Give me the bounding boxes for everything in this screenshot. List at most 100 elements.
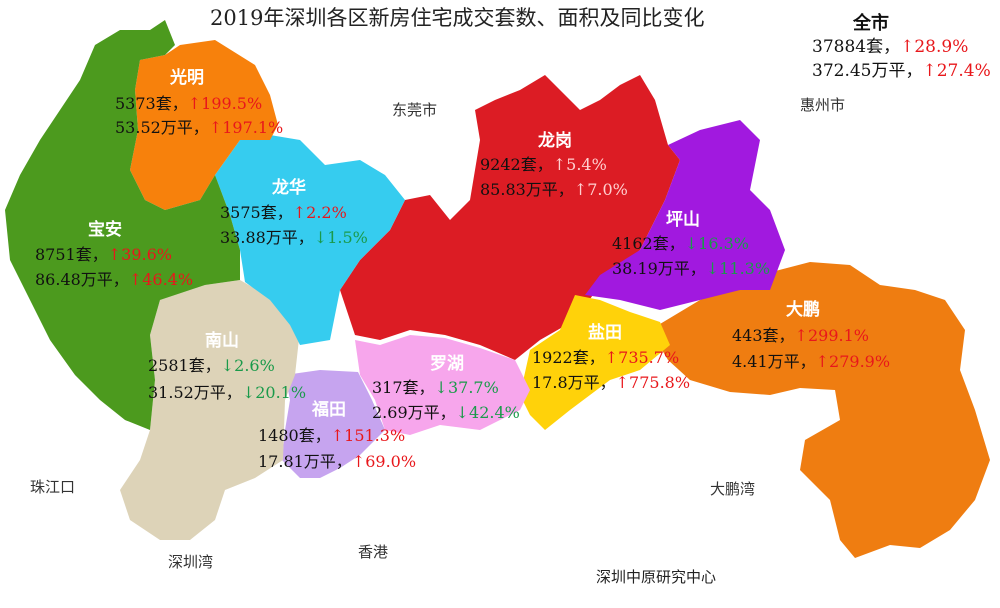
district-nanshan: [120, 280, 300, 540]
longhua-area-arrow: ↓: [313, 228, 328, 247]
place-zhujiangkou: 珠江口: [30, 478, 76, 496]
district-label-futian: 福田: [312, 400, 346, 420]
district-longhua: [215, 135, 405, 345]
longgang-units-value: 9242套，: [480, 155, 553, 174]
district-luohu: [355, 335, 530, 435]
pingshan-units-arrow: ↓: [684, 234, 699, 253]
baoan-units: 8751套，↑39.6%: [35, 247, 172, 263]
place-dapengwan: 大鹏湾: [710, 480, 756, 498]
yantian-area-value: 17.8万平，: [532, 373, 616, 392]
district-label-luohu: 罗湖: [430, 354, 464, 374]
baoan-units-value: 8751套，: [35, 245, 108, 264]
yantian-area-arrow: ↑: [615, 373, 630, 392]
district-futian: [282, 370, 385, 478]
pingshan-units-value: 4162套，: [612, 234, 685, 253]
pingshan-area: 38.19万平，↓11.3%: [612, 261, 770, 277]
baoan-units-change: 39.6%: [121, 245, 172, 264]
nanshan-area-arrow: ↓: [241, 383, 256, 402]
overall-area: 372.45万平，↑27.4%: [812, 63, 991, 80]
longgang-area-change: 7.0%: [587, 180, 628, 199]
baoan-area-value: 86.48万平，: [35, 270, 129, 289]
baoan-units-arrow: ↑: [107, 245, 122, 264]
nanshan-area-value: 31.52万平，: [148, 383, 242, 402]
luohu-units-arrow: ↓: [434, 378, 448, 397]
district-dapeng: [650, 262, 990, 558]
district-guangming: [130, 40, 278, 210]
baoan-area-change: 46.4%: [142, 270, 194, 289]
longhua-area-value: 33.88万平，: [220, 228, 314, 247]
district-label-longhua: 龙华: [272, 178, 306, 198]
longgang-area-arrow: ↑: [573, 180, 588, 199]
nanshan-units-arrow: ↓: [220, 356, 235, 375]
yantian-units-change: 735.7%: [618, 348, 680, 367]
pingshan-units-change: 16.3%: [698, 234, 749, 253]
source-credit: 深圳中原研究中心: [596, 568, 717, 586]
overall-units: 37884套，↑28.9%: [812, 39, 968, 56]
longgang-units: 9242套，↑5.4%: [480, 157, 607, 173]
district-label-guangming: 光明: [170, 68, 204, 88]
overall-name: 全市: [853, 13, 889, 34]
dapeng-units-arrow: ↑: [794, 326, 808, 345]
guangming-area-arrow: ↑: [208, 118, 223, 137]
dapeng-units: 443套，↑299.1%: [732, 328, 869, 344]
dapeng-area-change: 279.9%: [829, 352, 891, 371]
dapeng-area-value: 4.41万平，: [732, 352, 816, 371]
luohu-area: 2.69万平，↓42.4%: [372, 405, 520, 421]
district-baoan: [5, 20, 240, 430]
yantian-area: 17.8万平，↑775.8%: [532, 375, 690, 391]
longhua-units-change: 2.2%: [306, 203, 347, 222]
nanshan-units-value: 2581套，: [148, 356, 221, 375]
guangming-units-value: 5373套，: [115, 94, 188, 113]
guangming-units-arrow: ↑: [187, 94, 202, 113]
luohu-area-arrow: ↓: [455, 403, 470, 422]
futian-area: 17.81万平，↑69.0%: [258, 454, 416, 470]
yantian-area-change: 775.8%: [629, 373, 691, 392]
yantian-units-value: 1922套，: [532, 348, 605, 367]
yantian-units-arrow: ↑: [604, 348, 619, 367]
longgang-area-value: 85.83万平，: [480, 180, 574, 199]
dapeng-units-value: 443套，: [732, 326, 795, 345]
longhua-area-change: 1.5%: [327, 228, 368, 247]
district-label-yantian: 盐田: [588, 323, 622, 343]
yantian-units: 1922套，↑735.7%: [532, 350, 679, 366]
guangming-units-change: 199.5%: [201, 94, 263, 113]
futian-units-change: 151.3%: [344, 426, 406, 445]
longgang-units-arrow: ↑: [552, 155, 567, 174]
nanshan-area-change: 20.1%: [255, 383, 307, 402]
district-label-nanshan: 南山: [205, 331, 239, 351]
place-huizhou: 惠州市: [800, 96, 846, 114]
nanshan-units: 2581套，↓2.6%: [148, 358, 275, 374]
futian-units-arrow: ↑: [330, 426, 345, 445]
map-title: 2019年深圳各区新房住宅成交套数、面积及同比变化: [210, 6, 705, 30]
luohu-area-change: 42.4%: [469, 403, 520, 422]
overall-area-arrow: ↑: [922, 61, 937, 81]
futian-units: 1480套，↑151.3%: [258, 428, 405, 444]
luohu-area-value: 2.69万平，: [372, 403, 456, 422]
dapeng-area: 4.41万平，↑279.9%: [732, 354, 890, 370]
longgang-units-change: 5.4%: [566, 155, 607, 174]
longhua-units-arrow: ↑: [292, 203, 307, 222]
futian-area-value: 17.81万平，: [258, 452, 352, 471]
nanshan-units-change: 2.6%: [234, 356, 275, 375]
pingshan-area-change: 11.3%: [719, 259, 771, 278]
district-yantian: [520, 295, 670, 430]
nanshan-area: 31.52万平，↓20.1%: [148, 385, 306, 401]
guangming-area: 53.52万平，↑197.1%: [115, 120, 283, 136]
baoan-area-arrow: ↑: [128, 270, 143, 289]
guangming-area-change: 197.1%: [222, 118, 284, 137]
futian-area-arrow: ↑: [351, 452, 366, 471]
overall-area-change: 27.4%: [936, 61, 991, 81]
baoan-area: 86.48万平，↑46.4%: [35, 272, 193, 288]
pingshan-area-value: 38.19万平，: [612, 259, 706, 278]
luohu-units-change: 37.7%: [447, 378, 499, 397]
luohu-units-value: 317套，: [372, 378, 435, 397]
longhua-units-value: 3575套，: [220, 203, 293, 222]
guangming-units: 5373套，↑199.5%: [115, 96, 262, 112]
longhua-area: 33.88万平，↓1.5%: [220, 230, 368, 246]
luohu-units: 317套，↓37.7%: [372, 380, 499, 396]
place-dongguan: 东莞市: [392, 101, 438, 119]
overall-area-value: 372.45万平，: [812, 61, 923, 81]
futian-area-change: 69.0%: [365, 452, 417, 471]
pingshan-units: 4162套，↓16.3%: [612, 236, 749, 252]
